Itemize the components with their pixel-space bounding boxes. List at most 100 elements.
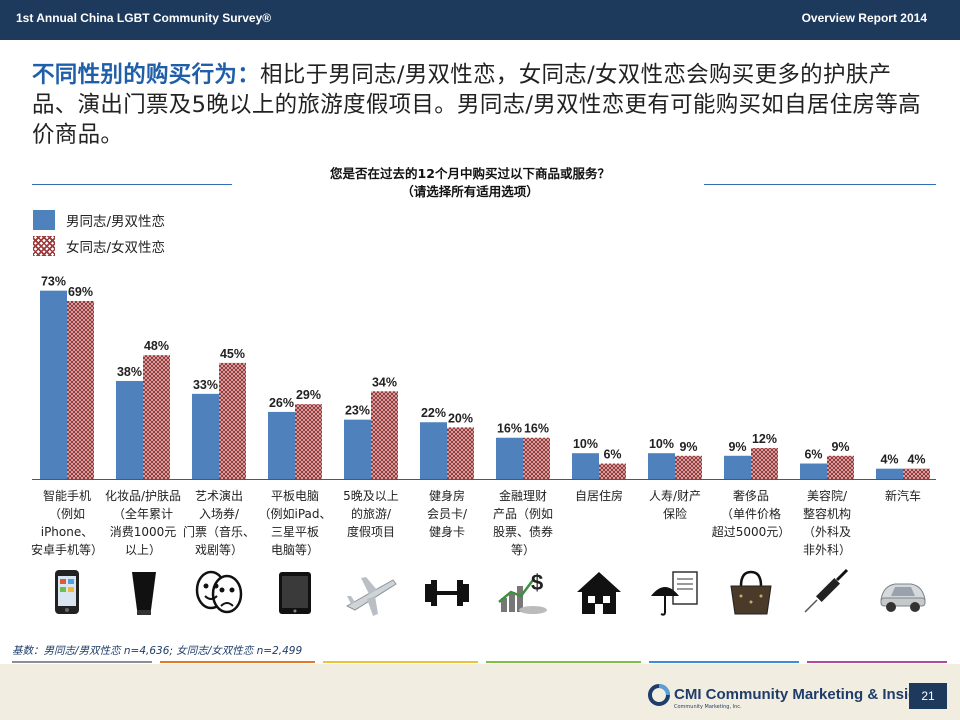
svg-text:$: $ [531, 570, 543, 595]
category-label-line: 保险 [662, 507, 687, 521]
cmi-logo: CMI Community Marketing & Insights Commu… [648, 684, 940, 710]
title-rule-left [32, 184, 232, 185]
category-label-line: 金融理财 [498, 489, 547, 503]
bar-female-4 [371, 391, 398, 479]
brand-name: CMI Community Marketing & Insights [674, 686, 940, 703]
chart-subtitle: （请选择所有适用选项） [401, 184, 539, 199]
bar-female-8 [675, 455, 702, 479]
category-label-7: 自居住房 [559, 487, 639, 505]
category-label-9: 奢侈品 （单件价格 超过5000元） [711, 487, 791, 541]
category-label-line: 化妆品/护肤品 [104, 489, 182, 503]
car-icon [880, 583, 926, 612]
category-label-line: 会员卡/ [426, 507, 468, 521]
color-strip-gray [12, 661, 152, 663]
report-title: Overview Report 2014 [801, 11, 927, 25]
data-label-female-9: 12% [752, 432, 777, 446]
headline-emphasis: 不同性别的购买行为： [32, 62, 261, 88]
sample-size-footnote: 基数：男同志/男双性恋 n=4,636; 女同志/女双性恋 n=2,499 [12, 645, 303, 657]
bar-female-7 [599, 463, 626, 479]
category-label-line: 平板电脑 [270, 489, 319, 503]
category-label-line: 度假项目 [346, 525, 395, 539]
bar-male-3 [268, 411, 295, 479]
bar-female-0 [67, 300, 94, 479]
category-label-line: （例如iPad、 [258, 507, 332, 521]
bar-male-4 [344, 419, 371, 479]
theater-masks-icon [195, 570, 243, 614]
bar-male-7 [572, 453, 599, 479]
color-strip-yellow [323, 661, 478, 663]
data-label-male-0: 73% [41, 275, 66, 289]
bar-male-11 [876, 468, 903, 479]
category-label-line: （外科及 [802, 525, 851, 539]
category-label-line: 等） [510, 543, 535, 557]
category-label-line: 美容院/ [806, 489, 848, 503]
category-label-3: 平板电脑 （例如iPad、 三星平板电脑等） [255, 487, 335, 559]
category-label-line: 奢侈品 [732, 489, 769, 503]
data-label-male-6: 16% [497, 422, 522, 436]
data-label-male-9: 9% [728, 440, 746, 454]
data-label-male-10: 6% [804, 448, 822, 462]
data-label-male-11: 4% [880, 453, 898, 467]
category-label-line: 电脑等） [270, 543, 319, 557]
cosmetics-tube-icon [132, 572, 156, 615]
category-label-line: 艺术演出 [194, 489, 243, 503]
legend-swatch-female [33, 236, 55, 256]
bar-female-3 [295, 404, 322, 479]
header-bar: 1st Annual China LGBT Community Survey® … [0, 0, 960, 40]
category-label-line: 智能手机 [42, 489, 91, 503]
finance-chart-icon: $ [498, 570, 547, 614]
data-label-female-0: 69% [68, 285, 93, 299]
bar-male-8 [648, 453, 675, 479]
footer [0, 664, 960, 720]
data-label-female-6: 16% [524, 422, 549, 436]
bar-male-9 [724, 455, 751, 479]
category-label-line: （全年累计 [112, 507, 173, 521]
bar-male-5 [420, 422, 447, 479]
category-label-line: 入场券/ [198, 507, 240, 521]
bar-female-2 [219, 362, 246, 479]
data-label-female-3: 29% [296, 388, 321, 402]
category-label-4: 5晚及以上 的旅游/度假项目 [331, 487, 411, 541]
dumbbell-icon [425, 580, 469, 606]
data-label-female-10: 9% [831, 440, 849, 454]
category-label-1: 化妆品/护肤品 （全年累计 消费1000元 以上） [103, 487, 183, 559]
bar-male-2 [192, 393, 219, 479]
category-label-line: 三星平板 [270, 525, 319, 539]
category-label-line: 股票、债券 [492, 525, 553, 539]
category-label-line: 健身卡 [428, 525, 465, 539]
bar-male-0 [40, 290, 67, 479]
data-label-male-1: 38% [117, 365, 142, 379]
bar-female-10 [827, 455, 854, 479]
category-label-line: 超过5000元） [711, 525, 791, 539]
chart-title-block: 您是否在过去的12个月中购买过以下商品或服务？ （请选择所有适用选项） [240, 165, 700, 201]
category-label-5: 健身房会员卡/健身卡 [407, 487, 487, 541]
bar-male-10 [800, 463, 827, 479]
category-label-line: 产品（例如 [492, 507, 553, 521]
color-strip-blue [649, 661, 799, 663]
category-label-line: 门票（音乐、 [182, 525, 255, 539]
color-strip-green [486, 661, 641, 663]
category-label-line: 整容机构 [802, 507, 851, 521]
category-label-0: 智能手机 （例如iPhone、 安卓手机等） [27, 487, 107, 559]
house-icon [577, 572, 621, 614]
data-label-female-11: 4% [907, 453, 925, 467]
handbag-icon [730, 570, 772, 615]
bar-female-9 [751, 448, 778, 479]
data-label-female-7: 6% [603, 448, 621, 462]
data-label-female-2: 45% [220, 347, 245, 361]
category-label-10: 美容院/整容机构 （外科及 非外科） [787, 487, 867, 559]
category-label-line: 自居住房 [574, 489, 623, 503]
category-label-2: 艺术演出入场券/门票（音乐、 戏剧等） [179, 487, 259, 559]
data-label-female-5: 20% [448, 411, 473, 425]
category-label-line: 健身房 [428, 489, 465, 503]
bar-female-1 [143, 355, 170, 479]
page-number: 21 [909, 683, 947, 709]
data-label-female-1: 48% [144, 339, 169, 353]
insurance-umbrella-icon [651, 571, 698, 616]
category-label-line: 人寿/财产 [648, 489, 702, 503]
category-label-line: 以上） [124, 543, 161, 557]
category-label-8: 人寿/财产保险 [635, 487, 715, 523]
legend-label-male: 男同志/男双性恋 [66, 214, 166, 230]
data-label-male-8: 10% [649, 437, 674, 451]
category-label-line: 戏剧等） [194, 543, 243, 557]
